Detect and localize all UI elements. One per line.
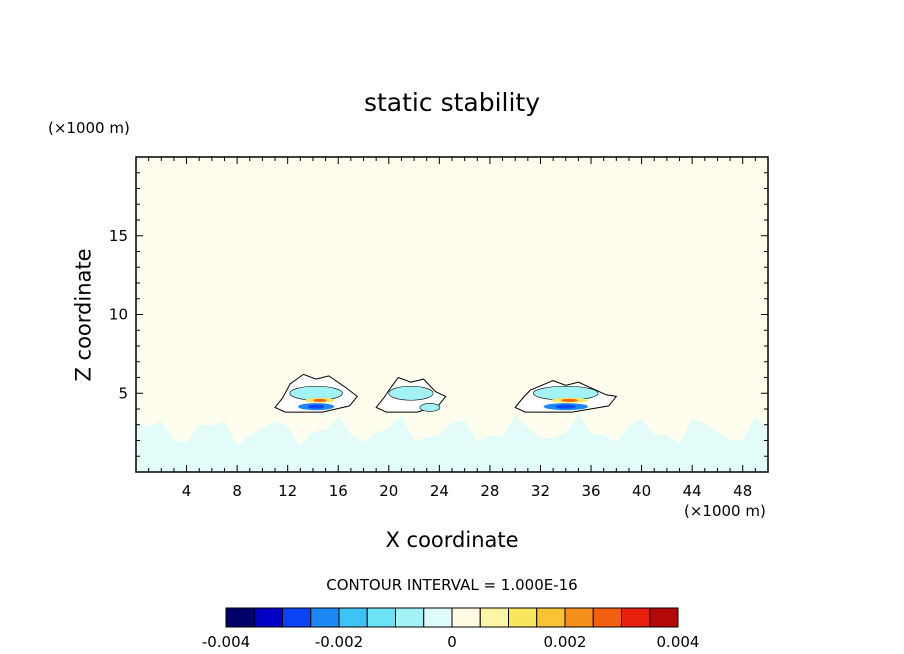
colorbar-swatch <box>366 607 396 628</box>
x-tick-label: 8 <box>232 482 242 500</box>
x-tick-label: 4 <box>182 482 192 500</box>
colorbar-swatch <box>479 607 509 628</box>
chart-title: static stability <box>363 88 541 117</box>
x-tick-label: 28 <box>480 482 499 500</box>
plot-background <box>136 157 768 472</box>
colorbar-swatch <box>536 607 566 628</box>
x-tick-label: 36 <box>581 482 600 500</box>
x-tick-label: 44 <box>683 482 702 500</box>
cloud-region <box>274 373 358 413</box>
contour-interval-text: CONTOUR INTERVAL = 1.000E-16 <box>326 576 578 594</box>
colorbar-swatch <box>621 607 651 628</box>
colorbar-swatch <box>253 607 283 628</box>
x-tick-label: 24 <box>430 482 449 500</box>
positive-band-strong <box>313 398 327 402</box>
colorbar-swatch <box>338 607 368 628</box>
colorbar-swatch <box>564 607 594 628</box>
colorbar-swatch <box>649 607 679 628</box>
cloud-region <box>375 376 447 413</box>
weak-negative-patch <box>419 403 441 412</box>
colorbar-tick-label: -0.002 <box>315 633 363 651</box>
weak-negative-patch <box>388 385 434 401</box>
cloud-region <box>514 380 618 413</box>
y-tick-label: 5 <box>118 384 128 402</box>
y-axis-unit: (×1000 m) <box>48 119 130 137</box>
x-tick-label: 40 <box>632 482 651 500</box>
colorbar-tick-label: 0.004 <box>657 633 700 651</box>
colorbar-swatch <box>225 607 255 628</box>
negative-core-strong <box>555 404 576 409</box>
positive-band-strong <box>561 398 578 402</box>
x-axis-label: X coordinate <box>385 528 519 552</box>
x-axis-unit: (×1000 m) <box>684 502 766 520</box>
colorbar-swatch <box>451 607 481 628</box>
x-tick-label: 48 <box>733 482 752 500</box>
colorbar-swatch <box>508 607 538 628</box>
colorbar-swatch <box>310 607 340 628</box>
plot-area <box>136 157 768 472</box>
stability-field <box>136 373 768 472</box>
colorbar-tick-label: 0 <box>447 633 457 651</box>
colorbar-tick-label: -0.004 <box>202 633 250 651</box>
negative-core-strong <box>307 404 325 409</box>
colorbar: -0.004 -0.002 0 0.002 0.004 <box>202 607 700 651</box>
colorbar-swatch <box>423 607 453 628</box>
x-tick-label: 12 <box>278 482 297 500</box>
plot-frame <box>135 156 769 473</box>
colorbar-swatch <box>395 607 425 628</box>
boundary-layer-region <box>136 413 768 472</box>
colorbar-swatch <box>592 607 622 628</box>
colorbar-swatch <box>282 607 312 628</box>
y-tick-label: 15 <box>109 227 128 245</box>
x-tick-label: 32 <box>531 482 550 500</box>
y-tick-label: 10 <box>109 306 128 324</box>
x-tick-label: 16 <box>329 482 348 500</box>
colorbar-tick-label: 0.002 <box>544 633 587 651</box>
x-tick-label: 20 <box>379 482 398 500</box>
